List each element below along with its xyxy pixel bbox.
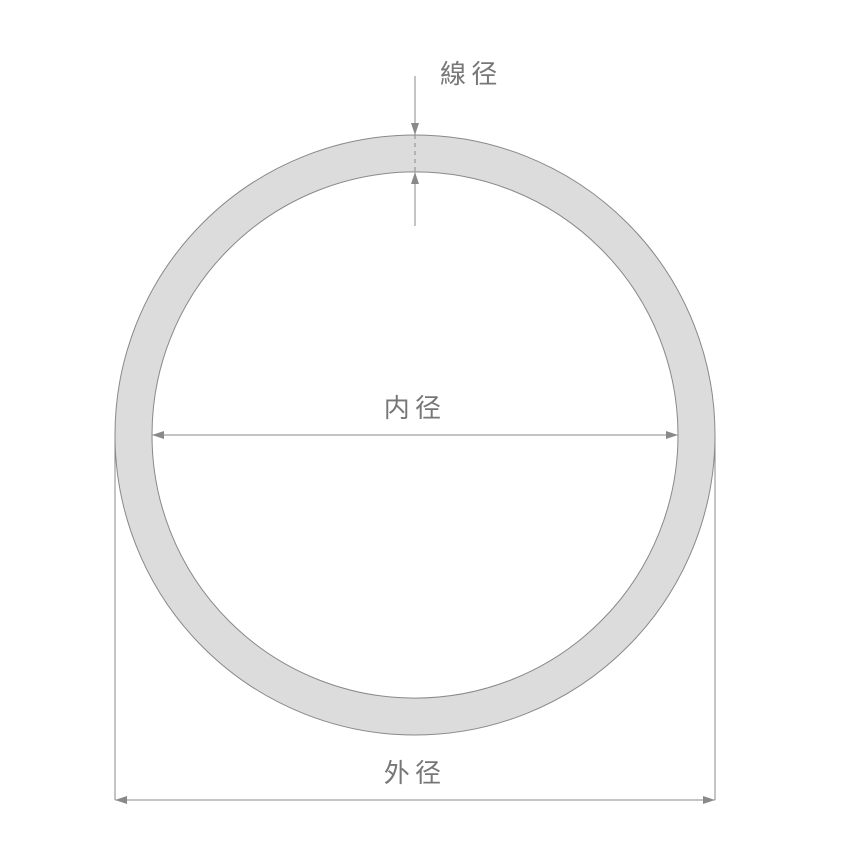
inner-diameter-arrow-right bbox=[666, 431, 678, 439]
ring-dimension-diagram: 線径 内径 外径 bbox=[0, 0, 850, 850]
wire-diameter-label: 線径 bbox=[440, 59, 502, 89]
outer-diameter-arrow-right bbox=[703, 796, 715, 804]
inner-diameter-label: 内径 bbox=[384, 393, 446, 423]
outer-diameter-arrow-left bbox=[115, 796, 127, 804]
outer-diameter-label: 外径 bbox=[384, 758, 446, 788]
wire-diameter-arrow-top bbox=[411, 123, 419, 135]
wire-diameter-arrow-bottom bbox=[411, 172, 419, 184]
inner-diameter-arrow-left bbox=[152, 431, 164, 439]
